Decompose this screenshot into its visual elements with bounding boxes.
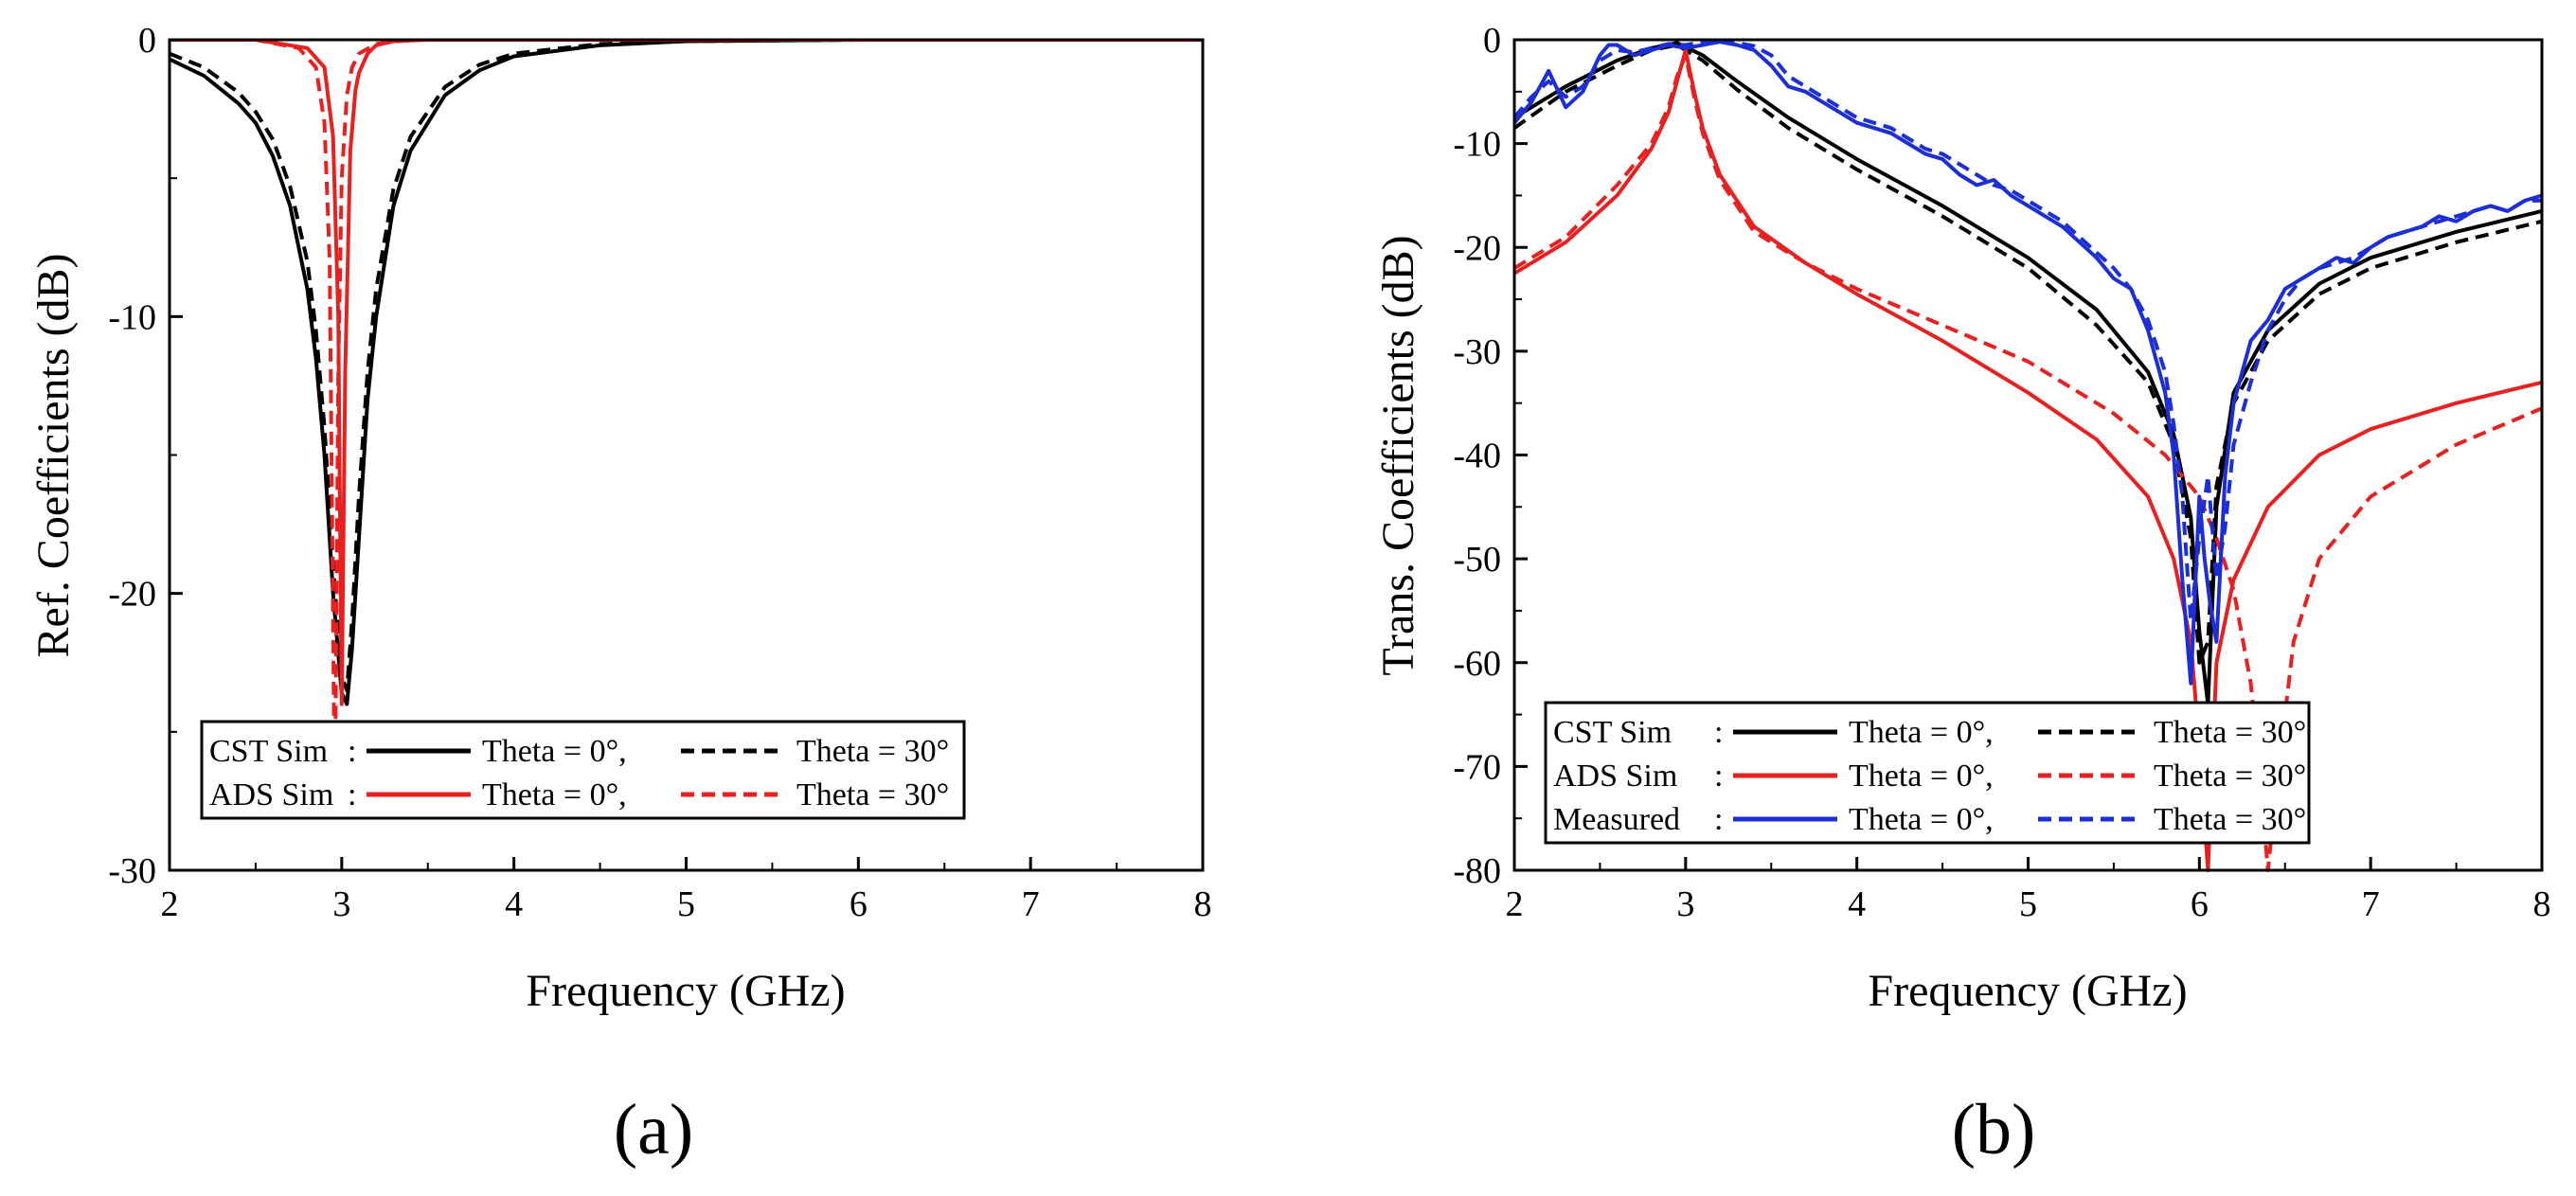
panel-a-legend: CST Sim: Theta = 0°, Theta = 30° ADS Sim: Th… bbox=[200, 720, 966, 820]
panel-b-series-cst-theta0-line bbox=[1514, 41, 2542, 706]
panel-b-x-tick-label: 5 bbox=[2019, 884, 2037, 924]
panel-a-legend-separator: : bbox=[348, 734, 356, 769]
panel-a-legend-entry-theta0: Theta = 0°, bbox=[482, 777, 627, 812]
panel-b-x-tick-label: 4 bbox=[1848, 884, 1866, 924]
panel-b-label: (b) bbox=[1952, 1090, 2036, 1169]
panel-b-legend-source-label: ADS Sim bbox=[1553, 759, 1677, 794]
panel-b-legend-entry-theta0: Theta = 0°, bbox=[1849, 715, 1994, 750]
panel-b-legend-source-label: CST Sim bbox=[1553, 715, 1672, 750]
panel-b-legend-box bbox=[1544, 701, 2311, 845]
panel-a-y-tick-label: 0 bbox=[138, 21, 156, 61]
panel-a-x-axis-title: Frequency (GHz) bbox=[526, 966, 845, 1016]
panel-a-legend-box bbox=[200, 720, 966, 820]
panel-b-legend-separator: : bbox=[1714, 802, 1723, 837]
panel-b-x-tick-label: 2 bbox=[1506, 884, 1524, 924]
panel-a-series-ads-theta0-line bbox=[170, 40, 1203, 706]
panel-a-legend-separator: : bbox=[348, 777, 356, 812]
panel-b-legend-separator: : bbox=[1714, 715, 1723, 750]
panel-b-x-tick-label: 8 bbox=[2533, 884, 2551, 924]
panel-b-x-tick-label: 7 bbox=[2362, 884, 2380, 924]
panel-b-y-tick-label: 0 bbox=[1483, 21, 1501, 61]
panel-a-series-ads-theta30-line bbox=[170, 40, 1203, 817]
panel-a-series-cst-theta0-line bbox=[170, 40, 1203, 706]
panel-a-y-axis: 0 -10 -20 -30 bbox=[108, 21, 183, 891]
panel-a-x-tick-label: 8 bbox=[1194, 884, 1212, 924]
panel-a-y-axis-title: Ref. Coefficients (dB) bbox=[28, 253, 79, 657]
panel-b-x-axis: 2 3 4 5 6 7 8 bbox=[1506, 857, 2551, 924]
panel-b-legend-entry-theta30: Theta = 30° bbox=[2154, 715, 2306, 750]
panel-b-legend-separator: : bbox=[1714, 759, 1723, 794]
panel-b-y-tick-label: -20 bbox=[1453, 228, 1501, 268]
panel-b-legend-entry-theta30: Theta = 30° bbox=[2154, 802, 2306, 837]
panel-b-legend-entry-theta30: Theta = 30° bbox=[2154, 759, 2306, 794]
panel-b-legend: CST Sim: Theta = 0°, Theta = 30° ADS Sim: Th… bbox=[1544, 701, 2311, 845]
panel-a: 2 3 4 5 6 7 8 0 -10 -20 -30 Frequency (GHz) Ref. … bbox=[28, 21, 1212, 1169]
panel-a-legend-entry-theta30: Theta = 30° bbox=[796, 777, 949, 812]
panel-b-curves bbox=[1514, 40, 2542, 872]
panel-b-series-measured-theta0-line bbox=[1514, 40, 2542, 686]
panel-a-x-tick-label: 7 bbox=[1022, 884, 1040, 924]
panel-b-x-tick-label: 6 bbox=[2191, 884, 2209, 924]
panel-a-x-tick-label: 4 bbox=[505, 884, 523, 924]
panel-a-y-tick-label: -20 bbox=[108, 575, 156, 615]
panel-a-legend-source-label: ADS Sim bbox=[209, 777, 333, 812]
panel-b-y-tick-label: -10 bbox=[1453, 125, 1501, 165]
panel-a-x-axis: 2 3 4 5 6 7 8 bbox=[161, 857, 1212, 924]
panel-b-y-tick-label: -50 bbox=[1453, 540, 1501, 580]
panel-a-x-tick-label: 2 bbox=[161, 884, 179, 924]
panel-b-legend-source-label: Measured bbox=[1553, 802, 1680, 837]
panel-b-legend-entry-theta0: Theta = 0°, bbox=[1849, 759, 1994, 794]
panel-a-legend-source-label: CST Sim bbox=[209, 734, 328, 769]
panel-a-curves bbox=[170, 40, 1203, 817]
panel-b-x-tick-label: 3 bbox=[1676, 884, 1694, 924]
panel-b-x-axis-title: Frequency (GHz) bbox=[1868, 966, 2187, 1016]
panel-a-legend-entry-theta30: Theta = 30° bbox=[796, 734, 949, 769]
panel-b-y-tick-label: -30 bbox=[1453, 332, 1501, 372]
panel-a-series-cst-theta30-line bbox=[170, 40, 1203, 692]
panel-b-series-measured-theta30-line bbox=[1514, 40, 2542, 623]
panel-a-x-tick-label: 5 bbox=[677, 884, 695, 924]
panel-a-y-tick-label: -10 bbox=[108, 297, 156, 337]
panel-b-series-cst-theta30-line bbox=[1514, 43, 2542, 665]
panel-b-y-tick-label: -60 bbox=[1453, 644, 1501, 684]
panel-a-label: (a) bbox=[614, 1090, 693, 1169]
panel-b-y-tick-label: -70 bbox=[1453, 747, 1501, 787]
panel-b-y-axis: 0 -10 -20 -30 -40 -50 -60 -70 -80 bbox=[1453, 21, 1528, 891]
panel-a-x-tick-label: 6 bbox=[850, 884, 868, 924]
panel-b: 2 3 4 5 6 7 8 0 -10 -20 -30 -40 -50 -60 -70 -80 Freque… bbox=[1373, 21, 2551, 1169]
panel-a-x-tick-label: 3 bbox=[332, 884, 350, 924]
panel-b-y-axis-title: Trans. Coefficients (dB) bbox=[1373, 235, 1423, 675]
panel-b-legend-entry-theta0: Theta = 0°, bbox=[1849, 802, 1994, 837]
panel-b-y-tick-label: -40 bbox=[1453, 437, 1501, 476]
panel-b-y-tick-label: -80 bbox=[1453, 851, 1501, 891]
panel-a-y-tick-label: -30 bbox=[108, 851, 156, 891]
panel-a-legend-entry-theta0: Theta = 0°, bbox=[482, 734, 627, 769]
